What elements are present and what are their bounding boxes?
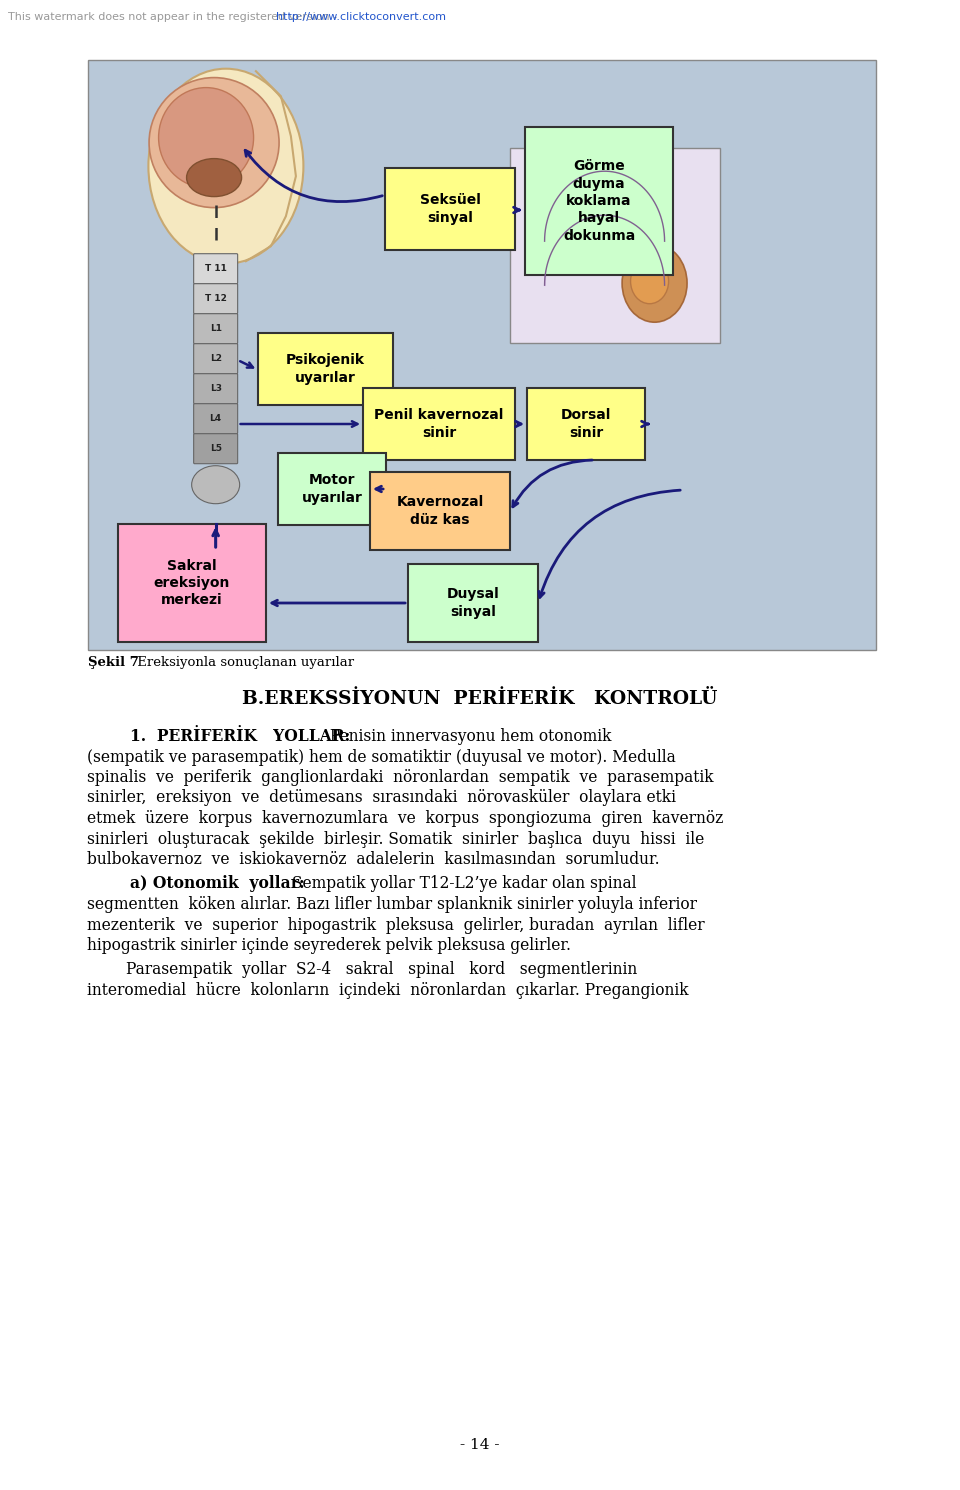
FancyBboxPatch shape	[408, 565, 538, 642]
Text: L5: L5	[209, 444, 222, 453]
Ellipse shape	[149, 69, 303, 264]
Text: a) Otonomik  yollar:: a) Otonomik yollar:	[130, 876, 304, 893]
Text: Görme
duyma
koklama
hayal
dokunma: Görme duyma koklama hayal dokunma	[563, 159, 636, 243]
Text: Penisin innervasyonu hem otonomik: Penisin innervasyonu hem otonomik	[325, 729, 612, 745]
Text: Duysal
sinyal: Duysal sinyal	[446, 587, 499, 618]
Text: B.EREKSSİYONUN  PERİFERİK   KONTROLÜ: B.EREKSSİYONUN PERİFERİK KONTROLÜ	[242, 690, 718, 708]
FancyBboxPatch shape	[525, 127, 673, 276]
Ellipse shape	[158, 88, 253, 188]
Text: etmek  üzere  korpus  kavernozumlara  ve  korpus  spongiozuma  giren  kavernöz: etmek üzere korpus kavernozumlara ve kor…	[87, 811, 724, 827]
Text: spinalis  ve  periferik  ganglionlardaki  nöronlardan  sempatik  ve  parasempati: spinalis ve periferik ganglionlardaki nö…	[87, 769, 713, 787]
Text: http://www.clicktoconvert.com: http://www.clicktoconvert.com	[276, 12, 446, 22]
FancyBboxPatch shape	[118, 524, 266, 642]
FancyBboxPatch shape	[194, 434, 238, 463]
Text: (sempatik ve parasempatik) hem de somatiktir (duyusal ve motor). Medulla: (sempatik ve parasempatik) hem de somati…	[87, 748, 676, 766]
FancyBboxPatch shape	[363, 387, 515, 460]
Text: L2: L2	[209, 355, 222, 364]
Text: Dorsal
sinir: Dorsal sinir	[561, 408, 612, 440]
Text: sinirleri  oluşturacak  şekilde  birleşir. Somatik  sinirler  başlıca  duyu  his: sinirleri oluşturacak şekilde birleşir. …	[87, 830, 705, 848]
Text: L3: L3	[209, 384, 222, 393]
FancyBboxPatch shape	[194, 283, 238, 314]
Text: T 12: T 12	[204, 294, 227, 302]
Ellipse shape	[192, 466, 240, 504]
Ellipse shape	[631, 259, 668, 304]
Text: Psikojenik
uyarılar: Psikojenik uyarılar	[286, 353, 365, 384]
Text: This watermark does not appear in the registered version -: This watermark does not appear in the re…	[8, 12, 341, 22]
FancyBboxPatch shape	[278, 453, 386, 524]
Text: sinirler,  ereksiyon  ve  detümesans  sırasındaki  nörovasküler  olaylara etki: sinirler, ereksiyon ve detümesans sırası…	[87, 790, 676, 806]
Text: - 14 -: - 14 -	[460, 1438, 500, 1451]
FancyBboxPatch shape	[194, 404, 238, 434]
FancyBboxPatch shape	[370, 472, 510, 550]
Text: Seksüel
sinyal: Seksüel sinyal	[420, 194, 480, 225]
Text: 1.  PERİFERİK   YOLLAR:: 1. PERİFERİK YOLLAR:	[130, 729, 350, 745]
Text: Motor
uyarılar: Motor uyarılar	[301, 474, 363, 505]
Ellipse shape	[622, 244, 687, 322]
FancyBboxPatch shape	[510, 148, 720, 343]
Text: Ereksiyonla sonuçlanan uyarılar: Ereksiyonla sonuçlanan uyarılar	[133, 656, 354, 669]
Text: segmentten  köken alırlar. Bazı lifler lumbar splanknik sinirler yoluyla inferio: segmentten köken alırlar. Bazı lifler lu…	[87, 895, 697, 913]
FancyBboxPatch shape	[194, 314, 238, 344]
Text: L4: L4	[209, 414, 222, 423]
FancyBboxPatch shape	[527, 387, 645, 460]
Text: Sempatik yollar T12-L2’ye kadar olan spinal: Sempatik yollar T12-L2’ye kadar olan spi…	[292, 876, 636, 893]
FancyBboxPatch shape	[258, 332, 393, 405]
Text: Kavernozal
düz kas: Kavernozal düz kas	[396, 495, 484, 526]
Text: bulbokavernoz  ve  iskiokavernöz  adalelerin  kasılmasından  sorumludur.: bulbokavernoz ve iskiokavernöz adaleleri…	[87, 851, 660, 869]
FancyBboxPatch shape	[194, 344, 238, 374]
Text: Şekil 7: Şekil 7	[88, 656, 139, 669]
Ellipse shape	[149, 77, 279, 207]
FancyBboxPatch shape	[385, 168, 515, 250]
Text: Penil kavernozal
sinir: Penil kavernozal sinir	[374, 408, 504, 440]
FancyBboxPatch shape	[88, 60, 876, 650]
Text: T 11: T 11	[204, 264, 227, 273]
Text: interomedial  hücre  kolonların  içindeki  nöronlardan  çıkarlar. Pregangionik: interomedial hücre kolonların içindeki n…	[87, 982, 688, 998]
FancyBboxPatch shape	[194, 374, 238, 404]
Text: hipogastrik sinirler içinde seyrederek pelvik pleksusa gelirler.: hipogastrik sinirler içinde seyrederek p…	[87, 937, 571, 954]
Text: Parasempatik  yollar  S2-4   sakral   spinal   kord   segmentlerinin: Parasempatik yollar S2-4 sakral spinal k…	[87, 961, 637, 979]
Ellipse shape	[186, 158, 242, 197]
Text: mezenterik  ve  superior  hipogastrik  pleksusa  gelirler, buradan  ayrılan  lif: mezenterik ve superior hipogastrik pleks…	[87, 916, 705, 934]
Text: Sakral
ereksiyon
merkezi: Sakral ereksiyon merkezi	[154, 559, 230, 608]
FancyBboxPatch shape	[194, 253, 238, 283]
Text: L1: L1	[209, 325, 222, 334]
